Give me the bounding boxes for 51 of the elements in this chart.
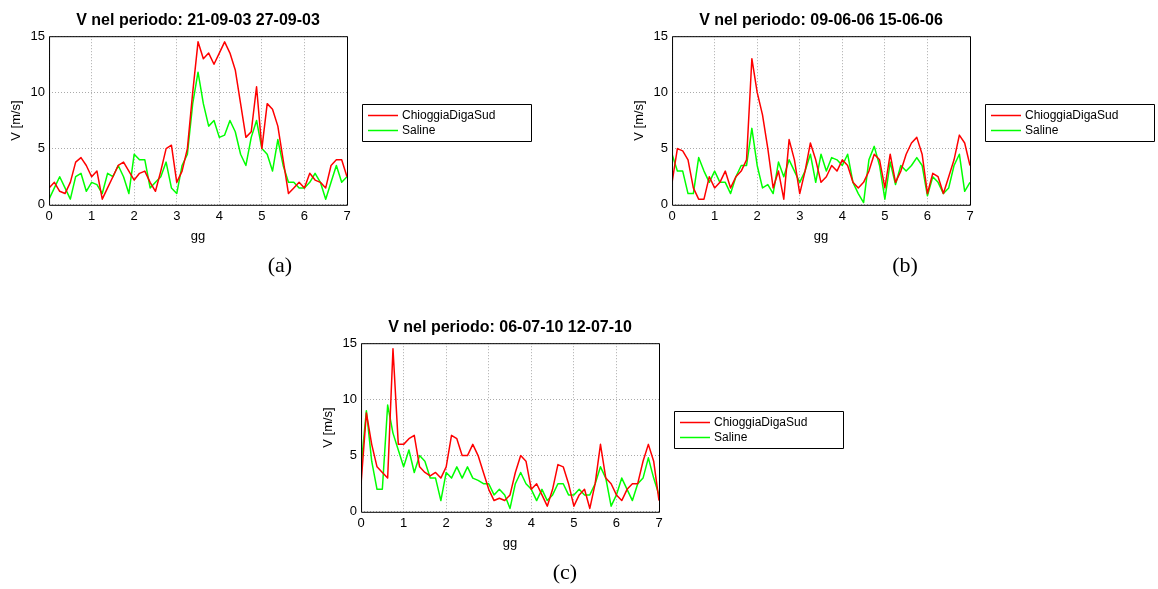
legend-label: ChioggiaDigaSud xyxy=(1025,107,1119,122)
legend-label: Saline xyxy=(714,429,748,444)
x-tick-label: 4 xyxy=(838,208,846,224)
y-axis-title: V [m/s] xyxy=(8,100,24,141)
x-axis-title: gg xyxy=(813,227,829,243)
x-tick-label: 3 xyxy=(485,515,493,531)
x-axis-title: gg xyxy=(190,227,206,243)
x-tick-label: 1 xyxy=(88,208,96,224)
y-axis-title: V [m/s] xyxy=(320,407,336,448)
y-tick-label: 15 xyxy=(342,334,358,350)
x-tick-label: 2 xyxy=(442,515,450,531)
legend-label: ChioggiaDigaSud xyxy=(714,414,808,429)
x-tick-label: 1 xyxy=(711,208,719,224)
y-tick-label: 10 xyxy=(30,83,46,99)
x-tick-label: 5 xyxy=(570,515,578,531)
x-tick-label: 7 xyxy=(655,515,663,531)
y-tick-label: 10 xyxy=(653,83,669,99)
x-tick-label: 4 xyxy=(215,208,223,224)
y-tick-label: 15 xyxy=(653,27,669,43)
x-tick-label: 2 xyxy=(130,208,138,224)
y-tick-label: 15 xyxy=(30,27,46,43)
x-tick-label: 4 xyxy=(527,515,535,531)
y-axis-title: V [m/s] xyxy=(631,100,647,141)
text: (a) xyxy=(266,252,294,278)
x-tick-label: 6 xyxy=(300,208,309,224)
y-tick-label: 5 xyxy=(37,140,46,156)
x-tick-label: 1 xyxy=(400,515,408,531)
text: (b) xyxy=(891,252,919,278)
x-tick-label: 6 xyxy=(923,208,932,224)
x-tick-label: 7 xyxy=(966,208,974,224)
x-tick-label: 5 xyxy=(881,208,889,224)
legend-label: Saline xyxy=(402,122,436,137)
x-tick-label: 3 xyxy=(796,208,804,224)
y-tick-label: 0 xyxy=(37,196,46,212)
legend-label: ChioggiaDigaSud xyxy=(402,107,496,122)
x-tick-label: 6 xyxy=(612,515,621,531)
x-axis-title: gg xyxy=(502,534,518,550)
y-tick-label: 0 xyxy=(349,503,358,519)
chart-title: V nel periodo: 09-06-06 15-06-06 xyxy=(699,11,943,29)
y-tick-label: 10 xyxy=(342,390,358,406)
text: (c) xyxy=(551,559,579,585)
y-tick-label: 5 xyxy=(349,447,358,463)
x-tick-label: 5 xyxy=(258,208,266,224)
chart-title: V nel periodo: 06-07-10 12-07-10 xyxy=(388,318,632,336)
y-tick-label: 5 xyxy=(660,140,669,156)
x-tick-label: 7 xyxy=(343,208,351,224)
x-tick-label: 3 xyxy=(173,208,181,224)
x-tick-label: 2 xyxy=(753,208,761,224)
y-tick-label: 0 xyxy=(660,196,669,212)
legend-label: Saline xyxy=(1025,122,1059,137)
chart-title: V nel periodo: 21-09-03 27-09-03 xyxy=(76,11,320,29)
